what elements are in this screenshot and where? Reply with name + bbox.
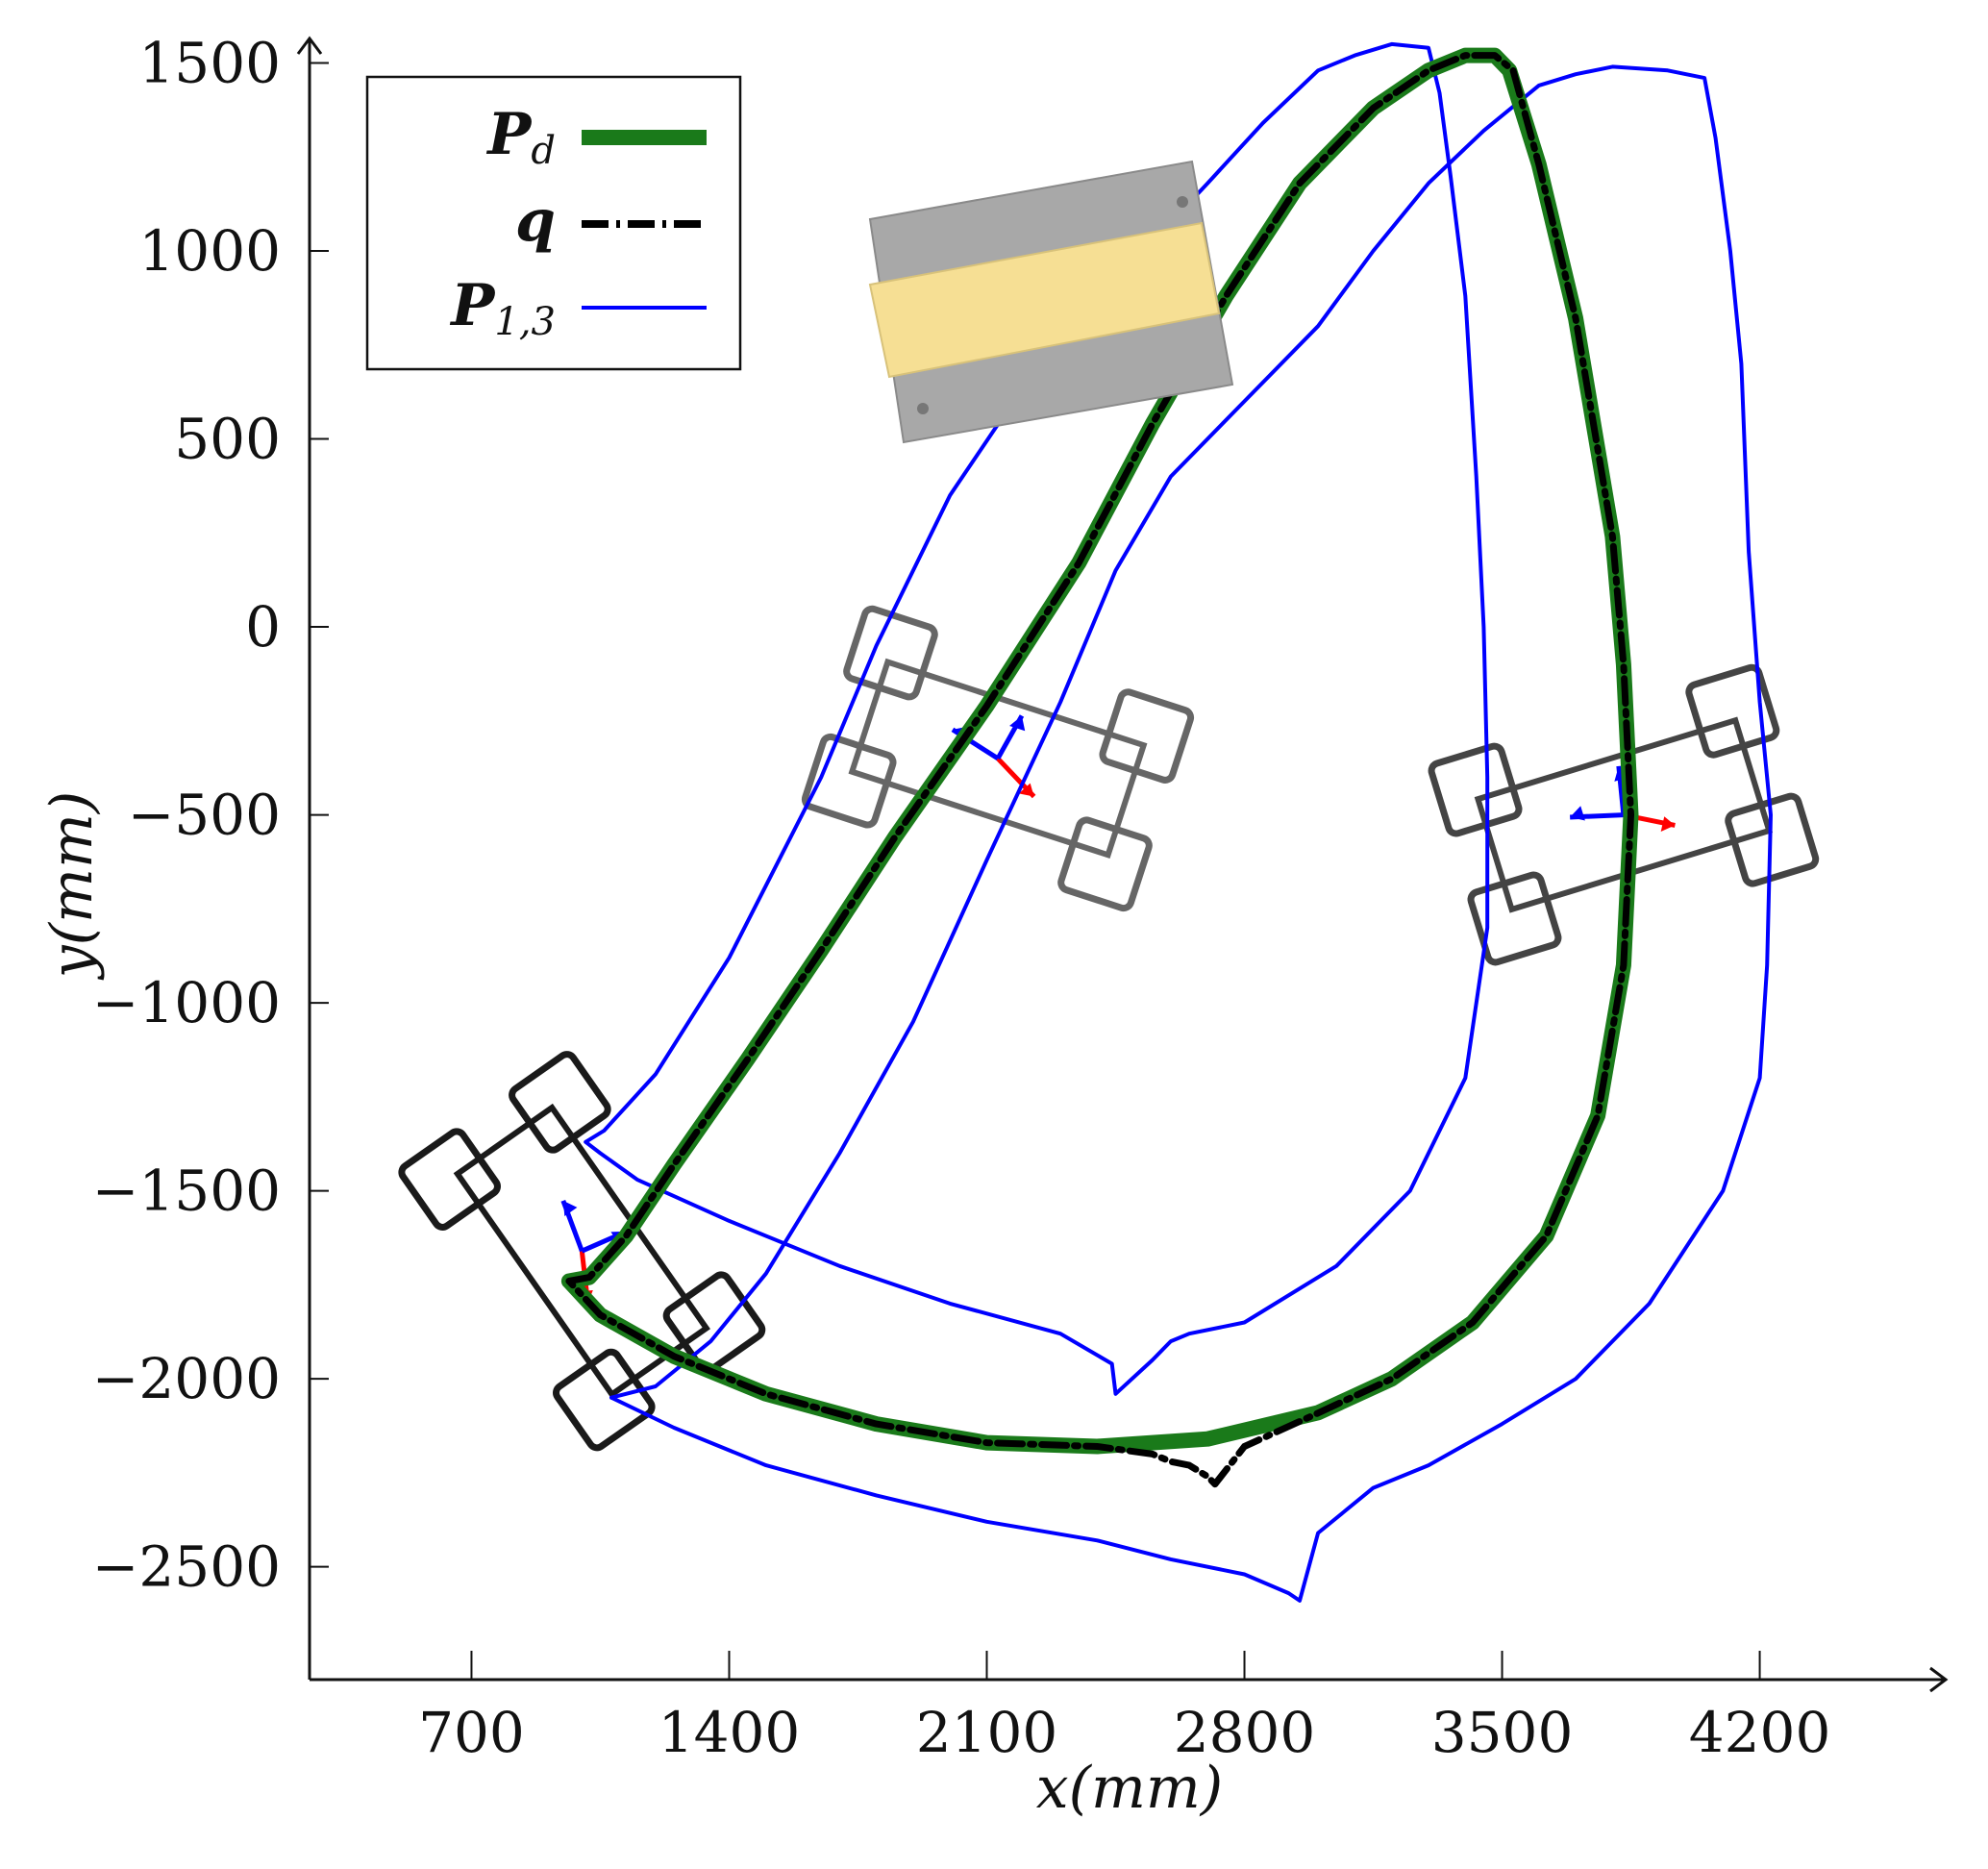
robot-1 bbox=[801, 605, 1195, 912]
road-hump-image bbox=[868, 160, 1234, 444]
robot-chassis bbox=[1474, 716, 1774, 913]
x-tick-label: 4200 bbox=[1689, 1700, 1831, 1765]
frame-x-arrowhead bbox=[1660, 816, 1676, 832]
x-tick-label: 3500 bbox=[1431, 1700, 1574, 1765]
road-hump-bolt bbox=[917, 403, 929, 414]
x-tick-label: 2100 bbox=[916, 1700, 1058, 1765]
legend-entry-desired: Pd bbox=[485, 101, 707, 173]
legend: Pd q P1,3 bbox=[365, 75, 742, 371]
x-axis-arrow bbox=[1929, 1666, 1949, 1693]
axes bbox=[296, 36, 1949, 1693]
frame-z-arrowhead bbox=[1009, 715, 1026, 732]
y-tick-label: 1000 bbox=[138, 218, 281, 284]
y-tick-label: −500 bbox=[128, 783, 281, 848]
robot-wheel bbox=[553, 1348, 656, 1452]
legend-label-boundary: P1,3 bbox=[449, 272, 556, 344]
y-ticks: 1500 1000 500 0 −500 −1000 −1500 −2000 −2500 bbox=[92, 30, 329, 1600]
legend-label-desired: Pd bbox=[485, 101, 556, 173]
x-axis-label: x(mm) bbox=[1036, 1755, 1223, 1822]
robot-wheel bbox=[1725, 792, 1820, 887]
y-tick-label: 0 bbox=[245, 594, 281, 660]
frame-x-arrowhead bbox=[1018, 783, 1034, 797]
robot-wheel bbox=[509, 1051, 611, 1154]
robot-wheel bbox=[801, 733, 897, 829]
y-axis-label: y(mm) bbox=[38, 791, 106, 982]
series-line-boundary-2 bbox=[584, 41, 1490, 1396]
road-hump-stripe bbox=[868, 221, 1221, 379]
robot-wheel bbox=[843, 605, 938, 701]
robot-wheel bbox=[398, 1128, 501, 1231]
legend-entry-actual: q bbox=[515, 187, 707, 255]
frame-y-arrowhead bbox=[1570, 806, 1585, 821]
robot-wheel bbox=[1099, 688, 1195, 784]
series-layer bbox=[560, 41, 1773, 1603]
frame-x-arrow bbox=[996, 757, 1036, 799]
y-tick-label: −2000 bbox=[92, 1346, 281, 1411]
y-axis-arrow bbox=[296, 36, 323, 55]
y-tick-label: 500 bbox=[174, 407, 281, 472]
frame-y-arrowhead bbox=[562, 1200, 578, 1216]
y-tick-label: 1500 bbox=[138, 30, 281, 95]
robot-wheel bbox=[1057, 816, 1153, 912]
series-line-boundary-3 bbox=[609, 64, 1773, 1603]
x-ticks: 700 1400 2100 2800 3500 4200 bbox=[418, 1651, 1830, 1765]
x-tick-label: 700 bbox=[418, 1700, 525, 1765]
robot-wheel bbox=[1467, 871, 1562, 966]
x-tick-label: 1400 bbox=[659, 1700, 801, 1765]
y-tick-label: −1500 bbox=[92, 1159, 281, 1224]
y-tick-label: −1000 bbox=[92, 970, 281, 1035]
y-tick-label: −2500 bbox=[92, 1534, 281, 1600]
robot-wheel bbox=[1685, 663, 1780, 759]
robot-chassis bbox=[848, 658, 1148, 860]
legend-entry-boundary: P1,3 bbox=[449, 272, 707, 344]
legend-label-actual: q bbox=[515, 187, 556, 255]
road-hump-bolt bbox=[1177, 196, 1188, 208]
x-tick-label: 2800 bbox=[1174, 1700, 1316, 1765]
series-line-actual bbox=[565, 52, 1634, 1488]
